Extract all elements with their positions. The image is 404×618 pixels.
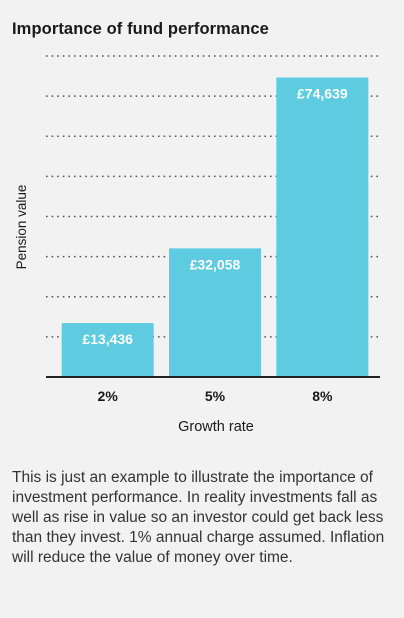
x-tick-label: 5% — [205, 388, 226, 404]
bars: £13,436 £32,058 £74,639 — [61, 77, 369, 377]
bar-value-label: £74,639 — [297, 86, 348, 102]
chart-title: Importance of fund performance — [12, 20, 269, 38]
bar — [169, 248, 261, 377]
bar — [276, 77, 369, 377]
bar-value-label: £13,436 — [82, 331, 133, 347]
x-tick-label: 8% — [312, 388, 333, 404]
y-axis-label: Pension value — [14, 185, 29, 270]
bar — [61, 323, 154, 377]
chart-footnote: This is just an example to illustrate th… — [12, 469, 385, 566]
bar-chart: £13,436 £32,058 £74,639 2% 5% 8% Growth rate… — [14, 55, 380, 435]
x-axis-label: Growth rate — [178, 419, 254, 435]
x-tick-label: 2% — [98, 388, 119, 404]
x-tick-labels: 2% 5% 8% — [98, 388, 333, 404]
bar-value-label: £32,058 — [190, 256, 241, 272]
